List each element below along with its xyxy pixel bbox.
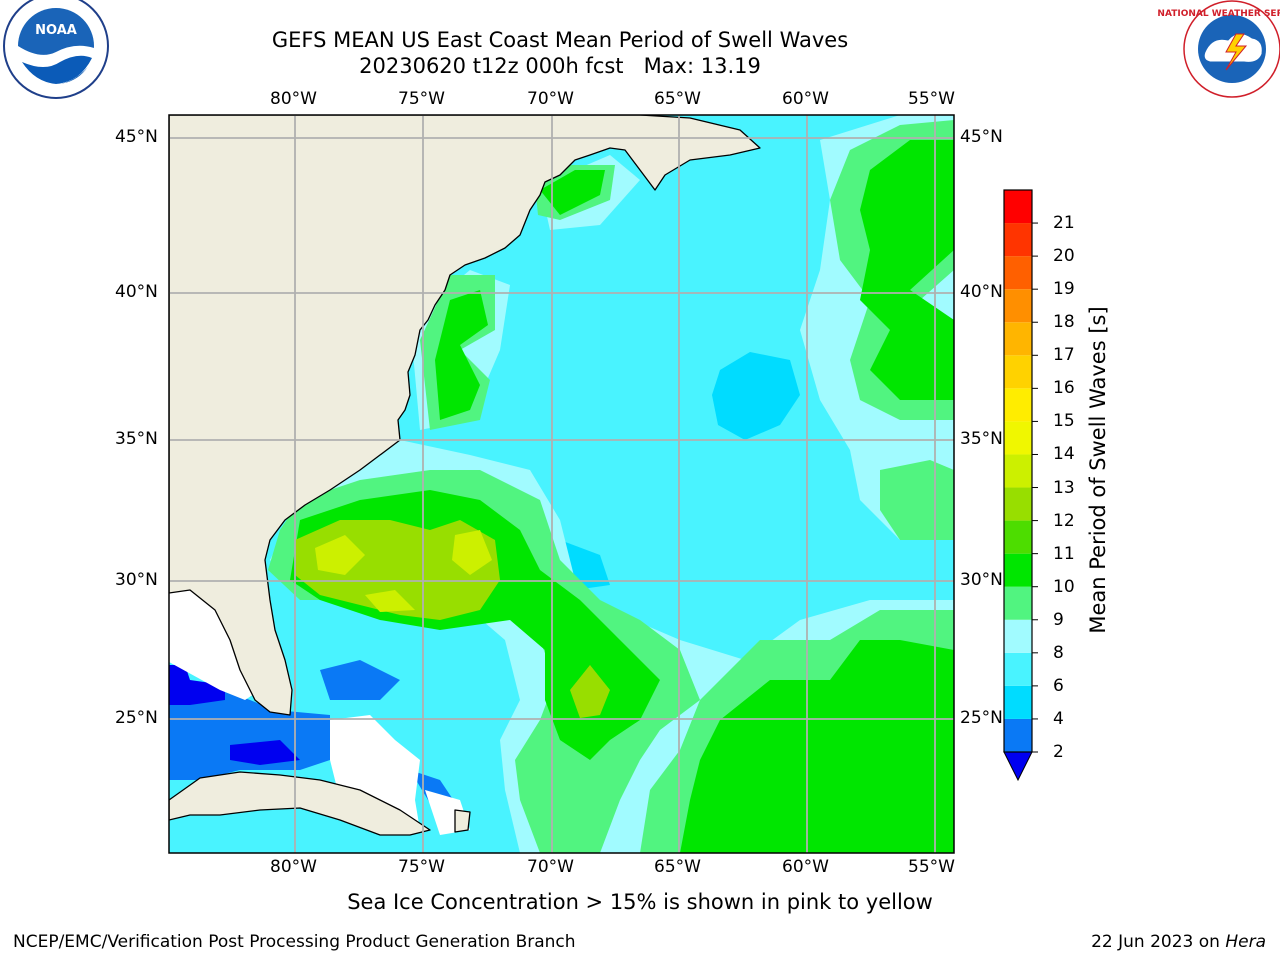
footer-date-text: 22 Jun 2023 on [1091,932,1226,952]
colorbar-segment [1004,355,1032,389]
lon-label-bottom: 55°W [908,857,955,877]
colorbar-tick-label: 8 [1053,642,1064,663]
colorbar-segment [1004,421,1032,455]
colorbar-segment [1004,520,1032,554]
colorbar-segment [1004,553,1032,587]
lat-label-right: 45°N [960,127,1003,147]
colorbar-tick-label: 2 [1053,742,1064,762]
map-area [169,115,954,853]
colorbar-tick-label: 21 [1053,213,1075,234]
colorbar-tick-label: 18 [1053,312,1075,333]
nws-logo: NATIONAL WEATHER SERVICE [1157,0,1280,98]
footer-credit: NCEP/EMC/Verification Post Processing Pr… [13,932,576,952]
lat-label-right: 40°N [960,282,1003,302]
lat-label-right: 25°N [960,708,1003,728]
footer-host: Hera [1225,932,1266,952]
title-line-1: GEFS MEAN US East Coast Mean Period of S… [271,28,849,52]
lon-label-bottom: 70°W [527,857,574,877]
colorbar-tick-label: 13 [1053,477,1075,498]
colorbar-tick-label: 15 [1053,411,1075,432]
colorbar-segment [1004,223,1032,257]
land [169,115,761,836]
colorbar-under-arrow [1003,751,1033,782]
footer-date: 22 Jun 2023 on Hera [1091,932,1266,952]
lon-label-top: 60°W [782,89,829,109]
lon-label-bottom: 65°W [654,857,701,877]
colorbar-tick-label: 19 [1053,279,1075,300]
nws-logo-text: NATIONAL WEATHER SERVICE [1157,9,1280,19]
map-frame [168,114,955,854]
sea-ice-note: Sea Ice Concentration > 15% is shown in … [0,890,1280,914]
colorbar-tick-label: 12 [1053,510,1075,531]
lon-label-top: 65°W [654,89,701,109]
colorbar-tick-label: 4 [1053,708,1064,729]
lat-label-left: 35°N [115,429,158,449]
colorbar-tick-label: 11 [1053,543,1075,564]
colorbar-segment [1004,256,1032,290]
colorbar-tick-label: 10 [1053,576,1075,597]
colorbar-tick-label: 14 [1053,444,1075,465]
lon-label-top: 55°W [908,89,955,109]
colorbar-frame [1003,189,1033,753]
noaa-logo-text: NOAA [35,23,77,38]
graticule [169,115,954,853]
lon-label-top: 80°W [270,89,317,109]
lat-label-left: 25°N [115,708,158,728]
lon-label-bottom: 80°W [270,857,317,877]
colorbar [1003,189,1038,782]
lat-label-left: 40°N [115,282,158,302]
colorbar-title: Mean Period of Swell Waves [s] [1086,306,1110,634]
figure-title: GEFS MEAN US East Coast Mean Period of S… [160,27,960,79]
title-line-2: 20230620 t12z 000h fcst Max: 13.19 [359,54,761,78]
colorbar-segment [1004,388,1032,422]
lat-label-right: 30°N [960,570,1003,590]
colorbar-segment [1004,718,1032,752]
lon-label-bottom: 75°W [398,857,445,877]
colorbar-tick-label: 6 [1053,675,1064,696]
colorbar-tick-label: 17 [1053,345,1075,366]
colorbar-segment [1004,619,1032,653]
noaa-logo: NOAA [3,0,109,99]
colorbar-segment [1004,487,1032,521]
swell-period-13-max-zone [315,530,492,612]
lat-label-right: 35°N [960,429,1003,449]
colorbar-segment [1004,289,1032,323]
colorbar-tick-label: 9 [1053,609,1064,630]
colorbar-segment [1004,454,1032,488]
colorbar-tick-label: 20 [1053,246,1075,267]
colorbar-tick-label: 16 [1053,378,1075,399]
colorbar-segment [1004,190,1032,224]
lat-label-left: 45°N [115,127,158,147]
lon-label-bottom: 60°W [782,857,829,877]
lon-label-top: 70°W [527,89,574,109]
colorbar-segment [1004,322,1032,356]
colorbar-segment [1004,652,1032,686]
lat-label-left: 30°N [115,570,158,590]
colorbar-segment [1004,586,1032,620]
sea-ice-note-text: Sea Ice Concentration > 15% is shown in … [347,890,933,914]
colorbar-segment [1004,685,1032,719]
lon-label-top: 75°W [398,89,445,109]
